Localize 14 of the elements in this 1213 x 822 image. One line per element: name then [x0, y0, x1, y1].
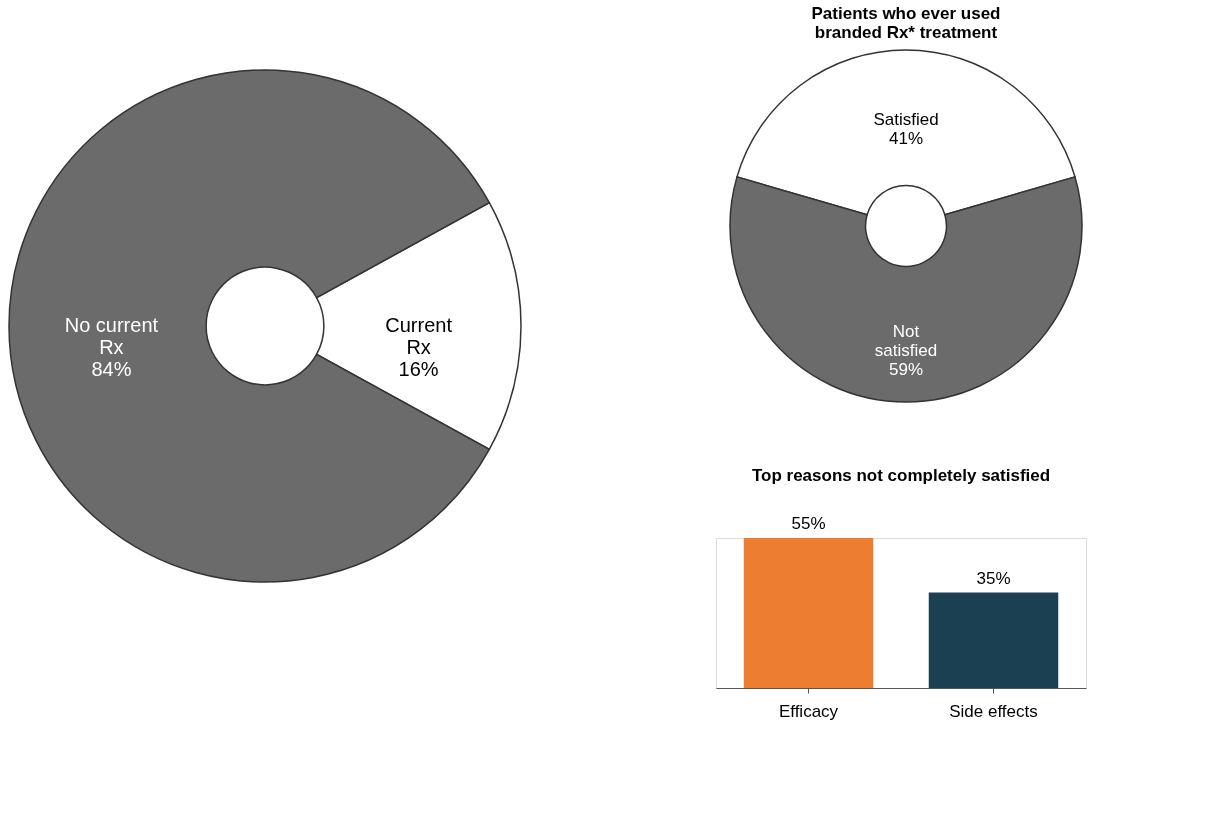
data-label: 35% [976, 568, 1011, 588]
data-label: 41% [888, 129, 924, 149]
data-label: 55% [791, 514, 826, 533]
chart-title: Top reasons not completely satisfied [751, 466, 1051, 485]
slice-label: Satisfied [873, 110, 939, 130]
x-tick-label: Side effects [949, 701, 1038, 721]
slice-label: Not satisfied [874, 321, 938, 360]
slice-label: No current Rx [64, 314, 159, 358]
x-tick-label: Efficacy [778, 701, 839, 721]
data-label: 16% [398, 358, 439, 380]
slice-label: Current Rx [385, 314, 453, 358]
chart-title: Patients who ever used branded Rx* treatment [811, 4, 1001, 42]
data-label: 84% [91, 358, 132, 380]
data-label: 59% [888, 359, 924, 379]
